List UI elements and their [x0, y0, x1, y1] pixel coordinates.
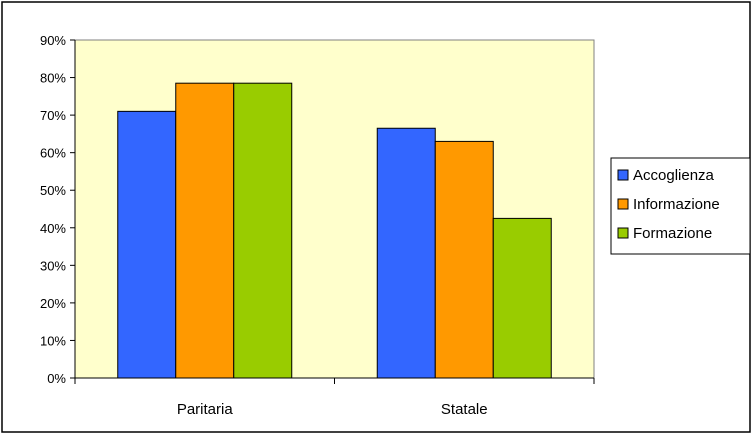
- legend-swatch-formazione: [617, 227, 629, 239]
- legend-swatch-accoglienza: [617, 169, 629, 181]
- y-tick-label: 60%: [40, 146, 66, 161]
- x-tick-label-statale: Statale: [441, 401, 488, 418]
- bar-informazione-statale: [434, 140, 494, 379]
- y-tick-label: 70%: [40, 108, 66, 123]
- bar-formazione-paritaria: [233, 82, 293, 379]
- y-tick-label: 50%: [40, 183, 66, 198]
- bars-group: [117, 82, 552, 379]
- bar-accoglienza-paritaria: [117, 110, 177, 379]
- x-axis-labels: Paritaria Statale: [177, 401, 488, 418]
- y-tick-label: 20%: [40, 296, 66, 311]
- legend: Accoglienza Informazione Formazione: [610, 157, 751, 255]
- bar-accoglienza-statale: [376, 127, 436, 379]
- legend-swatch-informazione: [617, 198, 629, 210]
- y-tick-label: 10%: [40, 333, 66, 348]
- axes-group: [70, 39, 595, 384]
- bar-formazione-statale: [492, 217, 552, 379]
- y-tick-label: 40%: [40, 221, 66, 236]
- y-axis-labels: 0% 10% 20% 30% 40% 50% 60% 70% 80% 90%: [40, 33, 66, 386]
- legend-label-formazione: Formazione: [633, 225, 712, 242]
- legend-label-informazione: Informazione: [633, 196, 720, 213]
- legend-label-accoglienza: Accoglienza: [633, 167, 715, 184]
- y-tick-label: 30%: [40, 258, 66, 273]
- x-tick-label-paritaria: Paritaria: [177, 401, 234, 418]
- y-tick-label: 90%: [40, 33, 66, 48]
- legend-box: [610, 157, 751, 255]
- y-tick-label: 80%: [40, 71, 66, 86]
- bar-informazione-paritaria: [175, 82, 235, 379]
- y-tick-label: 0%: [47, 371, 66, 386]
